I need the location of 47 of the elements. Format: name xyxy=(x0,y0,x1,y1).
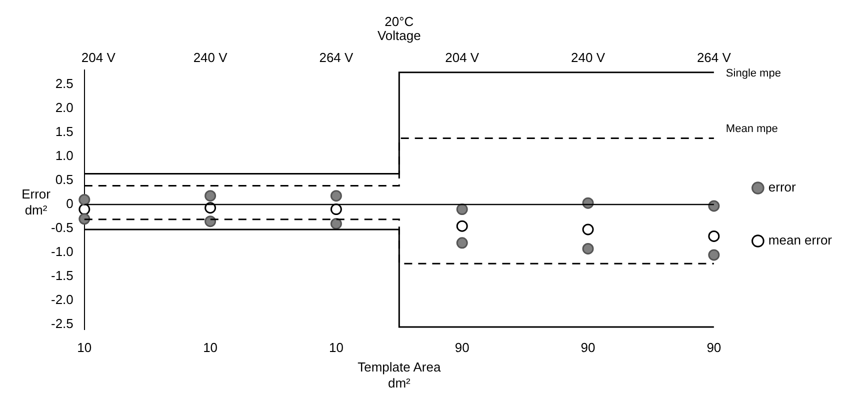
text: 264 V xyxy=(696,50,732,65)
point xyxy=(330,218,342,230)
x-axis-title: Template Area dm² xyxy=(358,359,442,390)
y-tick-label: 1.0 xyxy=(55,148,74,164)
point xyxy=(582,224,594,236)
point xyxy=(456,204,468,216)
x-tick-label: 90 xyxy=(454,340,470,355)
point xyxy=(330,204,342,216)
point xyxy=(708,200,720,212)
y-tick-label: -1.5 xyxy=(50,268,74,284)
point xyxy=(78,194,90,206)
point xyxy=(456,237,468,249)
y-tick-label: 2.5 xyxy=(55,76,74,91)
legend-label: mean error xyxy=(768,232,833,248)
point xyxy=(708,249,720,261)
point xyxy=(78,213,90,225)
x2-axis-title: Voltage xyxy=(377,28,421,43)
point xyxy=(204,216,216,228)
text: 204 V xyxy=(445,50,480,65)
x-tick-label: 10 xyxy=(77,340,92,355)
text: 240 V xyxy=(193,50,228,65)
y-tick-label: -2.5 xyxy=(50,316,74,332)
text: 240 V xyxy=(571,50,606,65)
y-tick-label: -2.0 xyxy=(50,292,74,308)
text: 204 V xyxy=(81,50,116,65)
y-tick-label: 1.5 xyxy=(55,124,74,140)
text: 264 V xyxy=(319,50,354,65)
point xyxy=(204,190,216,202)
x-tick-label: 90 xyxy=(580,340,596,355)
y-tick-label: 2.0 xyxy=(55,100,74,116)
point xyxy=(330,190,342,202)
x-tick-label: 10 xyxy=(203,340,218,355)
series-label: Single mpe xyxy=(726,67,781,80)
x-tick-label: 90 xyxy=(706,340,722,355)
chart-title: 20°C xyxy=(384,14,414,29)
y-tick-label: 0 xyxy=(66,196,74,212)
legend-label: error xyxy=(768,180,797,195)
point xyxy=(204,202,216,214)
point xyxy=(456,220,468,232)
y-tick-label: 0.5 xyxy=(55,172,74,188)
series-label: Mean mpe xyxy=(726,123,778,136)
x-tick-label: 10 xyxy=(328,340,344,355)
y-tick-label: -0.5 xyxy=(50,220,74,236)
point xyxy=(708,230,720,242)
y-tick-label: -1.0 xyxy=(50,244,74,260)
y-axis-title: Error dm² xyxy=(22,186,52,218)
point xyxy=(582,242,594,254)
